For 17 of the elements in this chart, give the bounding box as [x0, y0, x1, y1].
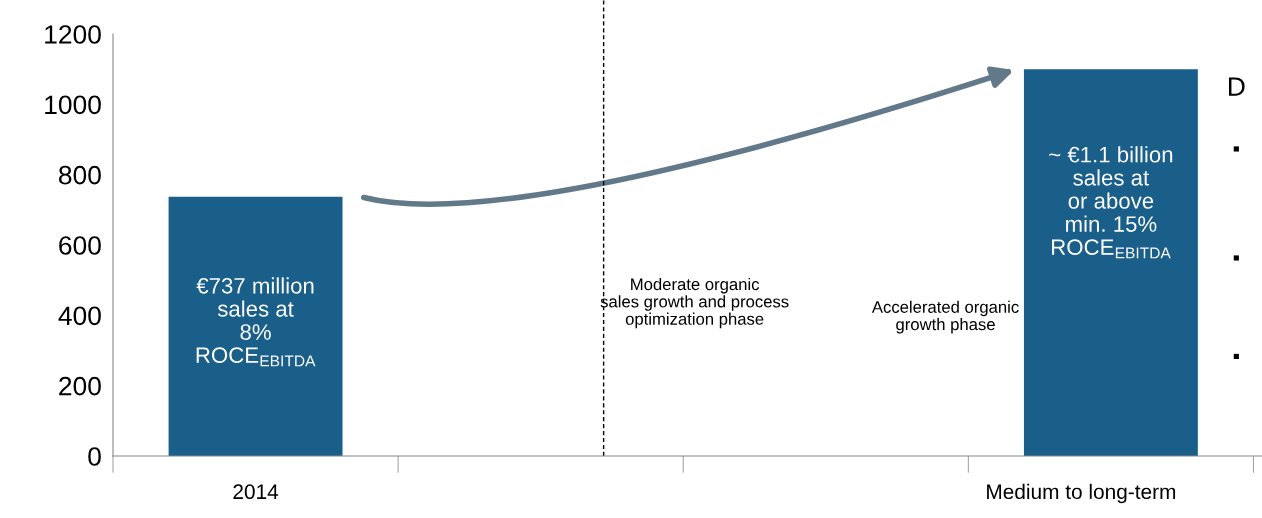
y-tick-label: 1000: [45, 95, 101, 115]
annotation: Accelerated organic growth phase: [871, 300, 1019, 334]
y-tick-label: 600: [59, 236, 101, 255]
y-tick-label: 800: [59, 165, 101, 185]
annotation: ▪: [1233, 255, 1239, 261]
x-tick-label: 2014: [233, 484, 279, 500]
x-tick-label: Medium to long-term: [987, 483, 1176, 504]
y-tick-label: 0: [88, 447, 101, 466]
annotation: ~ €1.1 billion sales at or above min. 15% ROCE$_{EBITDA}$: [1049, 146, 1173, 259]
annotation: ▪: [1233, 353, 1239, 360]
y-tick-label: 400: [58, 306, 101, 326]
annotation: Moderate organic sales growth and process optimization phase: [600, 277, 789, 329]
y-tick-label: 1200: [45, 25, 101, 44]
annotation: D: [1228, 77, 1245, 96]
annotation: €737 million sales at 8% ROCE$_{EBITDA}$: [196, 277, 316, 367]
annotation: ▪: [1233, 146, 1239, 152]
y-tick-label: 200: [59, 376, 101, 396]
